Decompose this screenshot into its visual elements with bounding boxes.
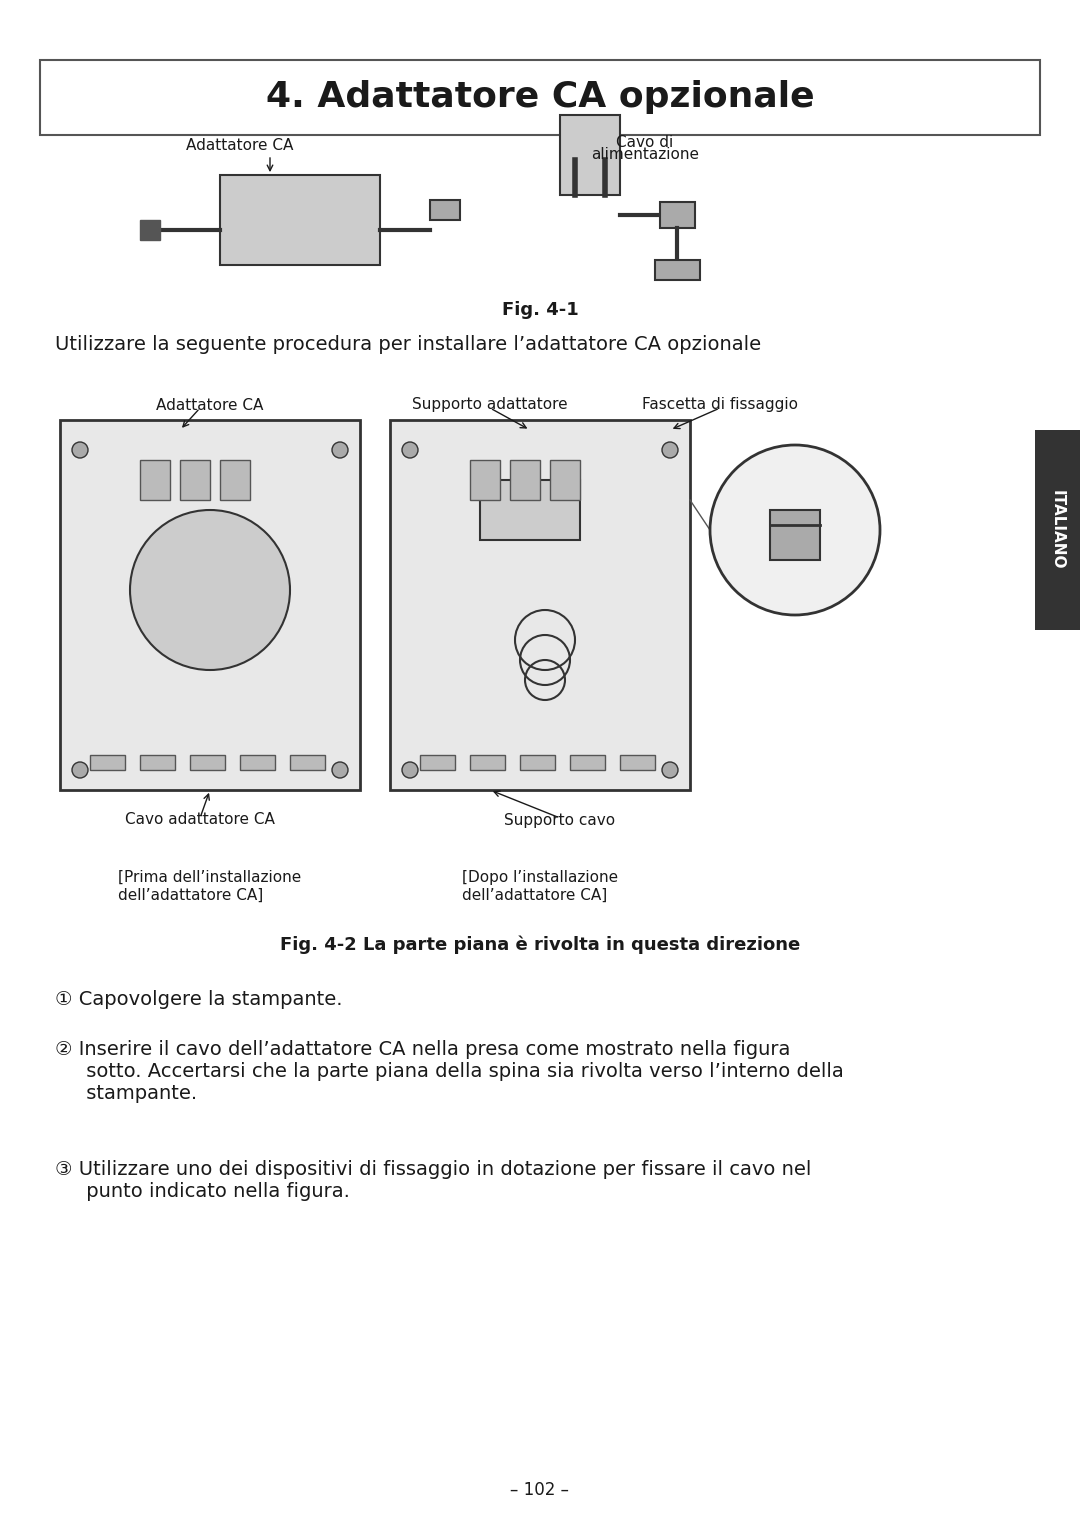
Bar [550, 460, 580, 500]
Bar [190, 755, 225, 771]
Bar [519, 755, 555, 771]
Bar [510, 460, 540, 500]
Bar [60, 420, 360, 790]
Bar [660, 202, 696, 228]
Bar [561, 115, 620, 196]
Text: Supporto adattatore: Supporto adattatore [413, 398, 568, 413]
Text: Utilizzare la seguente procedura per installare l’adattatore CA opzionale: Utilizzare la seguente procedura per ins… [55, 335, 761, 355]
Text: Cavo di: Cavo di [617, 135, 674, 150]
Text: ① Capovolgere la stampante.: ① Capovolgere la stampante. [55, 989, 342, 1009]
Bar [480, 480, 580, 540]
Text: Fascetta di fissaggio: Fascetta di fissaggio [642, 398, 798, 413]
Circle shape [72, 442, 87, 459]
Bar [390, 420, 690, 790]
Text: ITALIANO: ITALIANO [1050, 491, 1065, 570]
Bar [620, 755, 654, 771]
Circle shape [402, 442, 418, 459]
Bar [220, 460, 249, 500]
Text: Supporto cavo: Supporto cavo [504, 812, 616, 827]
Bar [430, 200, 460, 220]
Text: – 102 –: – 102 – [511, 1482, 569, 1498]
Circle shape [130, 511, 291, 670]
Text: ② Inserire il cavo dell’adattatore CA nella presa come mostrato nella figura
   : ② Inserire il cavo dell’adattatore CA ne… [55, 1040, 843, 1102]
Text: [Dopo l’installazione
dell’adattatore CA]: [Dopo l’installazione dell’adattatore CA… [462, 870, 618, 902]
Bar [240, 755, 275, 771]
Text: Adattatore CA: Adattatore CA [187, 138, 294, 153]
Text: 4. Adattatore CA opzionale: 4. Adattatore CA opzionale [266, 81, 814, 115]
Bar [470, 755, 505, 771]
Text: Cavo adattatore CA: Cavo adattatore CA [125, 812, 275, 827]
Bar [140, 460, 170, 500]
Circle shape [710, 445, 880, 615]
Circle shape [662, 761, 678, 778]
Bar [654, 260, 700, 280]
Bar [220, 174, 380, 265]
Bar [470, 460, 500, 500]
Circle shape [332, 442, 348, 459]
Bar [90, 755, 125, 771]
Bar [180, 460, 210, 500]
Text: Fig. 4-1: Fig. 4-1 [501, 301, 579, 320]
Bar [291, 755, 325, 771]
Bar [1035, 430, 1080, 630]
Bar [140, 755, 175, 771]
Circle shape [72, 761, 87, 778]
Text: ③ Utilizzare uno dei dispositivi di fissaggio in dotazione per fissare il cavo n: ③ Utilizzare uno dei dispositivi di fiss… [55, 1161, 811, 1200]
Circle shape [662, 442, 678, 459]
Text: Adattatore CA: Adattatore CA [157, 398, 264, 413]
Text: [Prima dell’installazione
dell’adattatore CA]: [Prima dell’installazione dell’adattator… [119, 870, 301, 902]
Bar [420, 755, 455, 771]
Circle shape [402, 761, 418, 778]
Text: alimentazione: alimentazione [591, 147, 699, 162]
Bar [570, 755, 605, 771]
Text: Fig. 4-2 La parte piana è rivolta in questa direzione: Fig. 4-2 La parte piana è rivolta in que… [280, 936, 800, 954]
Polygon shape [140, 220, 160, 240]
Circle shape [332, 761, 348, 778]
Bar [770, 511, 820, 560]
Bar [40, 60, 1040, 135]
